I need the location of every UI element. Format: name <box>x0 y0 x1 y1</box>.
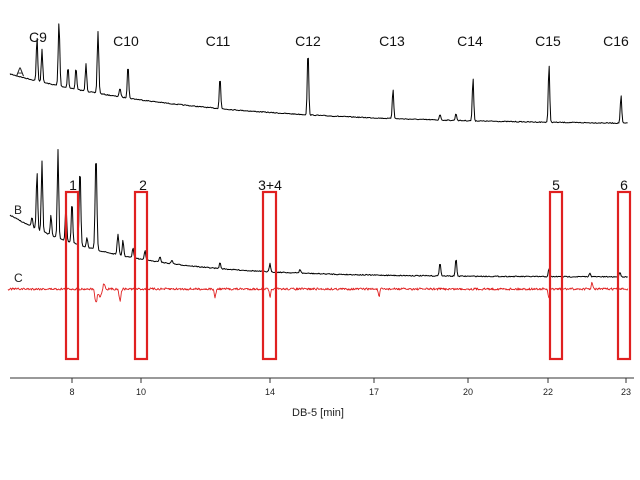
x-tick-label-23: 23 <box>621 387 631 397</box>
x-tick-label-10: 10 <box>136 387 146 397</box>
region-label-3: 3+4 <box>258 177 282 193</box>
trace-line-c <box>7 281 629 303</box>
peak-label-c9: C9 <box>29 29 47 45</box>
trace-line-b <box>9 149 628 278</box>
region-label-5: 6 <box>620 177 628 193</box>
trace-label-b: B <box>14 203 22 217</box>
traces-layer <box>7 23 629 303</box>
trace-label-c: C <box>14 271 23 285</box>
x-tick-label-14: 14 <box>265 387 275 397</box>
peak-label-c16: C16 <box>603 33 629 49</box>
region-label-2: 2 <box>139 177 147 193</box>
peak-label-c13: C13 <box>379 33 405 49</box>
region-label-1: 1 <box>69 177 77 193</box>
region-box-4 <box>548 190 564 361</box>
peak-labels-layer: C9 C10 C11 C12 C13 C14 C15 C16 <box>29 29 629 49</box>
x-axis-title: DB-5 [min] <box>292 407 344 419</box>
x-tick-label-22: 22 <box>543 387 553 397</box>
region-box-5 <box>616 190 632 361</box>
region-label-4: 5 <box>552 177 560 193</box>
trace-label-a: A <box>16 65 24 79</box>
x-axis: 8 10 14 17 20 22 23 <box>10 377 634 397</box>
peak-label-c10: C10 <box>113 33 139 49</box>
region-box-1 <box>64 190 80 361</box>
trace-labels-layer: A B C <box>14 65 24 285</box>
peak-label-c11: C11 <box>206 33 231 49</box>
x-tick-label-8: 8 <box>69 387 74 397</box>
x-tick-label-17: 17 <box>369 387 379 397</box>
trace-line-a <box>9 23 628 124</box>
marked-regions-layer: 1 2 3+4 5 6 <box>64 177 632 361</box>
peak-label-c15: C15 <box>535 33 561 49</box>
x-tick-label-20: 20 <box>463 387 473 397</box>
region-box-3 <box>261 190 278 361</box>
region-box-2 <box>133 190 149 361</box>
peak-label-c12: C12 <box>295 33 321 49</box>
peak-label-c14: C14 <box>457 33 483 49</box>
